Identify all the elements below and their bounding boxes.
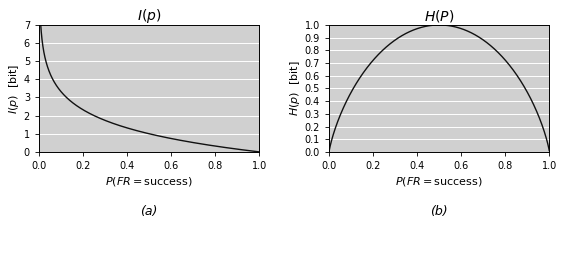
Title: $I(p)$: $I(p)$ xyxy=(137,7,161,25)
Text: (a): (a) xyxy=(140,205,158,218)
Y-axis label: $H(p)$  [bit]: $H(p)$ [bit] xyxy=(288,61,302,116)
Title: $H(P)$: $H(P)$ xyxy=(424,8,455,24)
Y-axis label: $I(p)$  [bit]: $I(p)$ [bit] xyxy=(7,63,21,114)
X-axis label: $P(FR=$success$)$: $P(FR=$success$)$ xyxy=(105,175,193,188)
X-axis label: $P(FR=$success$)$: $P(FR=$success$)$ xyxy=(395,175,483,188)
Text: (b): (b) xyxy=(430,205,448,218)
